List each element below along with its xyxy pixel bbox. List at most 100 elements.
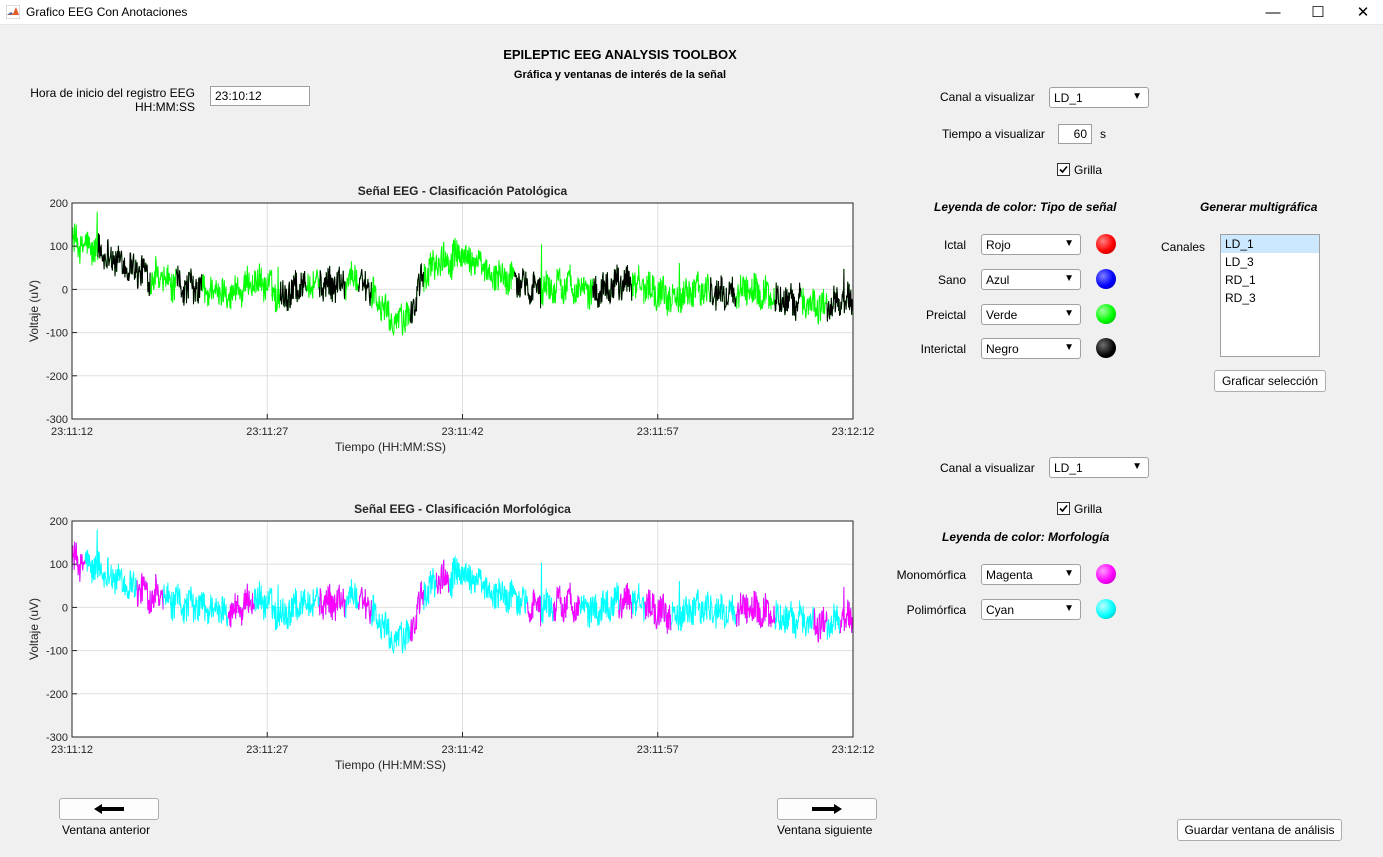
interictal-color-select[interactable]: Negro ▼ xyxy=(981,338,1081,359)
preictal-color-value: Verde xyxy=(986,308,1018,322)
eeg-highlight-segment xyxy=(436,559,450,595)
legend-label-preictal: Preictal xyxy=(925,308,966,322)
y-tick-label: 100 xyxy=(50,241,68,253)
eeg-highlight-segment xyxy=(357,269,372,306)
eeg-highlight-segment xyxy=(774,282,802,321)
eeg-highlight-segment xyxy=(839,586,854,634)
channel-select-top-value: LD_1 xyxy=(1054,91,1083,105)
eeg-highlight-segment xyxy=(357,587,372,624)
plot-title: Señal EEG - Clasificación Patológica xyxy=(358,184,568,198)
window-title: Grafico EEG Con Anotaciones xyxy=(26,5,188,19)
list-item[interactable]: RD_1 xyxy=(1225,273,1256,287)
x-tick-label: 23:11:42 xyxy=(441,744,483,756)
x-tick-label: 23:11:12 xyxy=(51,744,93,756)
eeg-highlight-segment xyxy=(71,541,86,582)
window-titlebar: Grafico EEG Con Anotaciones — ☐ ✕ xyxy=(0,0,1383,25)
y-axis-title: Voltaje (uV) xyxy=(27,598,41,660)
checkmark-icon xyxy=(1059,504,1068,513)
eeg-highlight-segment xyxy=(527,589,542,627)
multigraph-title: Generar multigráfica xyxy=(1200,200,1318,214)
sano-color-value: Azul xyxy=(986,273,1010,287)
next-window-button[interactable] xyxy=(777,798,877,820)
x-tick-label: 23:11:57 xyxy=(637,426,679,438)
maximize-button[interactable]: ☐ xyxy=(1311,4,1325,21)
arrow-right-icon xyxy=(812,804,842,814)
close-button[interactable]: ✕ xyxy=(1356,4,1370,21)
eeg-highlight-segment xyxy=(813,606,828,643)
y-tick-label: 200 xyxy=(50,198,68,210)
chevron-down-icon: ▼ xyxy=(1064,342,1074,353)
grid-checkbox-bottom[interactable] xyxy=(1057,502,1070,515)
arrow-left-icon xyxy=(94,804,124,814)
channel-label-top: Canal a visualizar xyxy=(940,90,1035,104)
app-subtitle: Gráfica y ventanas de interés de la seña… xyxy=(513,69,727,81)
chevron-down-icon: ▼ xyxy=(1132,461,1142,472)
eeg-signal-line xyxy=(71,529,854,654)
app-title: EPILEPTIC EEG ANALYSIS TOOLBOX xyxy=(503,47,737,62)
legend-type-title: Leyenda de color: Tipo de señal xyxy=(934,200,1117,214)
x-tick-label: 23:12:12 xyxy=(832,744,875,756)
time-unit-label: s xyxy=(1100,127,1106,141)
start-time-input[interactable]: 23:10:12 xyxy=(210,86,310,106)
x-axis-title: Tiempo (HH:MM:SS) xyxy=(335,758,446,772)
eeg-highlight-segment xyxy=(175,265,203,306)
x-tick-label: 23:11:27 xyxy=(246,744,288,756)
monomorfica-color-select[interactable]: Magenta ▼ xyxy=(981,564,1081,585)
channel-select-top[interactable]: LD_1 ▼ xyxy=(1049,87,1149,108)
channel-select-bottom[interactable]: LD_1 ▼ xyxy=(1049,457,1149,478)
grid-label-top: Grilla xyxy=(1074,163,1103,177)
plot-title: Señal EEG - Clasificación Morfológica xyxy=(354,502,571,516)
time-window-label: Tiempo a visualizar xyxy=(942,127,1045,141)
save-analysis-window-button[interactable]: Guardar ventana de análisis xyxy=(1177,819,1342,841)
legend-label-polimorfica: Polimórfica xyxy=(906,603,966,617)
y-tick-label: -100 xyxy=(46,328,68,340)
sano-color-select[interactable]: Azul ▼ xyxy=(981,269,1081,290)
previous-window-label: Ventana anterior xyxy=(62,823,151,837)
plot-selection-button[interactable]: Graficar selección xyxy=(1214,370,1326,392)
y-tick-label: 100 xyxy=(50,559,68,571)
eeg-highlight-segment xyxy=(136,573,164,615)
polimorfica-color-lamp xyxy=(1096,599,1116,619)
ictal-color-select[interactable]: Rojo ▼ xyxy=(981,234,1081,255)
monomorfica-color-value: Magenta xyxy=(986,568,1033,582)
y-tick-label: -300 xyxy=(46,414,68,426)
start-time-format-label: HH:MM:SS xyxy=(135,100,195,114)
pathological-eeg-plot: Señal EEG - Clasificación Patológica 23:1… xyxy=(27,184,875,454)
preictal-color-select[interactable]: Verde ▼ xyxy=(981,304,1081,325)
x-tick-label: 23:12:12 xyxy=(832,426,875,438)
y-tick-label: 0 xyxy=(62,602,68,614)
grid-checkbox-top[interactable] xyxy=(1057,163,1070,176)
channels-listbox[interactable]: LD_1 LD_3 RD_1 RD_3 xyxy=(1220,234,1320,357)
chevron-down-icon: ▼ xyxy=(1064,238,1074,249)
list-item[interactable]: RD_3 xyxy=(1225,291,1256,305)
eeg-highlight-segment xyxy=(318,583,346,621)
eeg-highlight-segment xyxy=(318,265,346,303)
chevron-down-icon: ▼ xyxy=(1064,273,1074,284)
eeg-highlight-segment xyxy=(592,264,633,308)
eeg-highlight-segment xyxy=(735,590,776,629)
polimorfica-color-select[interactable]: Cyan ▼ xyxy=(981,599,1081,620)
legend-label-sano: Sano xyxy=(937,273,966,287)
previous-window-button[interactable] xyxy=(59,798,159,820)
x-tick-label: 23:11:42 xyxy=(441,426,483,438)
time-window-input[interactable]: 60 xyxy=(1058,124,1092,144)
ictal-color-lamp xyxy=(1096,234,1116,254)
eeg-highlight-segment xyxy=(709,275,737,311)
y-axis-title: Voltaje (uV) xyxy=(27,280,41,342)
channel-select-bottom-value: LD_1 xyxy=(1054,461,1083,475)
legend-label-ictal: Ictal xyxy=(943,238,966,252)
matlab-app-icon xyxy=(6,5,20,19)
chevron-down-icon: ▼ xyxy=(1064,568,1074,579)
preictal-color-lamp xyxy=(1096,304,1116,324)
channels-label: Canales xyxy=(1161,240,1206,254)
y-tick-label: -300 xyxy=(46,732,68,744)
start-time-label: Hora de inicio del registro EEG xyxy=(30,86,195,100)
list-item[interactable]: LD_1 xyxy=(1221,235,1319,253)
minimize-button[interactable]: — xyxy=(1265,3,1281,21)
list-item[interactable]: LD_3 xyxy=(1225,255,1254,269)
eeg-highlight-segment xyxy=(227,583,255,628)
eeg-highlight-segment xyxy=(826,268,854,322)
channel-label-bottom: Canal a visualizar xyxy=(940,461,1035,475)
y-tick-label: 0 xyxy=(62,284,68,296)
interictal-color-value: Negro xyxy=(986,342,1019,356)
